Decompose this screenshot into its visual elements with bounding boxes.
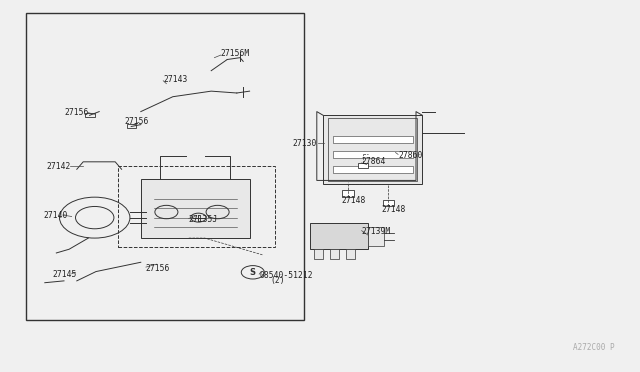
Text: 27130: 27130	[292, 139, 317, 148]
Text: A272C00 P: A272C00 P	[573, 343, 614, 352]
Bar	[346, 249, 355, 259]
Bar	[358, 163, 368, 168]
Text: 27864: 27864	[362, 157, 386, 166]
Text: 27860: 27860	[398, 151, 422, 160]
Text: 27156M: 27156M	[221, 49, 250, 58]
Bar	[333, 136, 413, 143]
Bar	[330, 249, 339, 259]
Bar	[342, 190, 354, 197]
Text: 27145: 27145	[52, 270, 77, 279]
Bar	[314, 249, 323, 259]
Text: 27156: 27156	[64, 108, 88, 117]
Text: 27140: 27140	[44, 211, 68, 219]
Text: 27139M: 27139M	[362, 227, 391, 236]
Text: 27142: 27142	[46, 162, 70, 171]
Bar	[26, 13, 304, 320]
Bar	[118, 166, 275, 247]
Text: 27148: 27148	[342, 196, 366, 205]
Bar	[127, 124, 136, 128]
Text: 08540-51212: 08540-51212	[259, 271, 313, 280]
Bar	[368, 227, 384, 246]
Text: 27156: 27156	[146, 264, 170, 273]
Text: 27143: 27143	[163, 76, 188, 84]
Text: 27148: 27148	[381, 205, 406, 214]
Bar	[383, 200, 394, 206]
Bar	[333, 166, 413, 173]
Text: 27156: 27156	[125, 117, 149, 126]
Bar	[141, 179, 250, 238]
Text: 27135J: 27135J	[189, 215, 218, 224]
Text: (2): (2)	[271, 276, 285, 285]
Text: S: S	[250, 268, 256, 277]
Bar	[333, 151, 413, 158]
Bar	[310, 223, 368, 249]
Bar	[328, 118, 417, 181]
Bar	[85, 113, 95, 117]
Bar	[323, 115, 422, 184]
